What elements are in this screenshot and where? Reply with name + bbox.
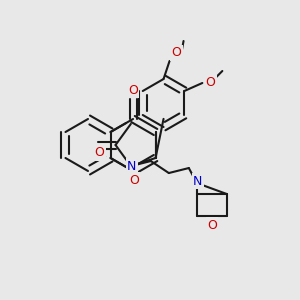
- Text: O: O: [129, 173, 139, 187]
- Text: O: O: [128, 83, 138, 97]
- Text: O: O: [206, 76, 215, 88]
- Text: O: O: [94, 146, 104, 160]
- Text: N: N: [193, 175, 203, 188]
- Text: N: N: [127, 160, 136, 172]
- Text: O: O: [207, 218, 217, 232]
- Text: O: O: [172, 46, 182, 59]
